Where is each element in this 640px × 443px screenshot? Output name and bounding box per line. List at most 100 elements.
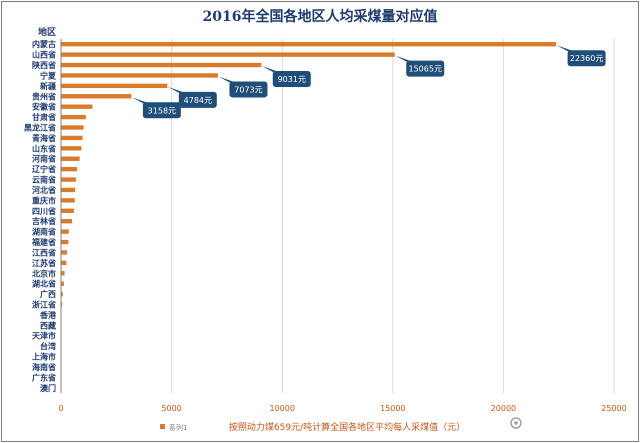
category-label-27: 西藏 bbox=[40, 320, 56, 330]
category-label-19: 福建省 bbox=[31, 237, 56, 247]
category-label-6: 安徽省 bbox=[32, 102, 56, 112]
category-label-1: 山西省 bbox=[32, 50, 56, 60]
legend-swatch bbox=[160, 424, 165, 429]
bar-8 bbox=[61, 125, 84, 130]
category-label-32: 广东省 bbox=[32, 372, 56, 382]
bar-22 bbox=[61, 271, 65, 276]
category-label-30: 上海市 bbox=[32, 352, 56, 362]
bar-21 bbox=[61, 260, 67, 266]
category-label-16: 四川省 bbox=[32, 206, 56, 216]
callout-2: 9031元 bbox=[261, 66, 311, 88]
category-label-25: 浙江省 bbox=[32, 300, 56, 310]
bar-24 bbox=[61, 291, 63, 297]
bar-9 bbox=[61, 135, 83, 141]
category-label-29: 台湾 bbox=[40, 341, 56, 351]
watermark-text: 悟空问答 bbox=[529, 415, 590, 433]
category-labels: 内蒙古山西省陕西省宁夏新疆贵州省安徽省甘肃省黑龙江省青海省山东省河南省辽宁省云南… bbox=[24, 39, 57, 393]
category-label-31: 海南省 bbox=[32, 362, 56, 372]
bar-2 bbox=[61, 62, 262, 68]
bar-1 bbox=[61, 52, 395, 57]
category-label-33: 澳门 bbox=[40, 383, 56, 393]
callout-box-5 bbox=[142, 102, 181, 119]
legend-label: 系列1 bbox=[169, 423, 187, 432]
bar-10 bbox=[61, 146, 82, 151]
category-label-21: 江苏省 bbox=[32, 258, 56, 268]
bar-5 bbox=[61, 94, 132, 99]
callout-4: 4784元 bbox=[167, 86, 217, 108]
category-label-28: 天津市 bbox=[32, 331, 56, 341]
category-label-24: 广西 bbox=[40, 289, 56, 299]
category-label-20: 江西省 bbox=[32, 247, 56, 257]
bar-7 bbox=[61, 114, 86, 120]
callout-0: 22360元 bbox=[556, 45, 606, 67]
category-label-12: 辽宁省 bbox=[32, 164, 56, 174]
callout-1: 15065元 bbox=[395, 55, 445, 77]
bar-14 bbox=[61, 187, 76, 193]
bar-23 bbox=[61, 281, 64, 286]
bars bbox=[61, 42, 557, 307]
category-label-17: 吉林省 bbox=[32, 216, 56, 226]
bar-13 bbox=[61, 177, 76, 182]
x-tick-1: 5000 bbox=[161, 404, 181, 413]
category-label-22: 北京市 bbox=[32, 268, 56, 278]
category-label-15: 重庆市 bbox=[32, 195, 56, 205]
bar-17 bbox=[61, 219, 73, 224]
category-label-23: 湖北省 bbox=[32, 279, 56, 289]
bar-3 bbox=[61, 73, 218, 78]
bar-6 bbox=[61, 104, 93, 109]
chart-title: 2016年全国各地区人均采煤量对应值 bbox=[203, 8, 438, 25]
x-tick-5: 25000 bbox=[601, 404, 626, 413]
callout-box-1 bbox=[406, 60, 445, 77]
category-label-5: 贵州省 bbox=[32, 91, 56, 101]
wukong-logo-icon bbox=[507, 414, 525, 432]
category-label-11: 河南省 bbox=[32, 154, 56, 164]
category-label-18: 湖南省 bbox=[32, 227, 56, 237]
callout-box-3 bbox=[229, 81, 268, 98]
category-label-2: 陕西省 bbox=[32, 60, 56, 70]
bar-20 bbox=[61, 250, 68, 255]
callout-box-2 bbox=[272, 71, 311, 88]
bar-19 bbox=[61, 239, 69, 245]
category-label-0: 内蒙古 bbox=[32, 39, 56, 49]
bar-11 bbox=[61, 156, 80, 161]
callout-label-2: 9031元 bbox=[278, 75, 306, 84]
category-label-9: 青海省 bbox=[32, 133, 56, 143]
callout-3: 7073元 bbox=[218, 76, 268, 98]
callout-label-0: 22360元 bbox=[570, 54, 603, 63]
category-label-14: 河北省 bbox=[32, 185, 56, 195]
bar-0 bbox=[61, 42, 557, 47]
bar-15 bbox=[61, 198, 75, 203]
bar-18 bbox=[61, 229, 69, 234]
category-label-8: 黑龙江省 bbox=[24, 123, 56, 133]
callout-box-4 bbox=[178, 91, 217, 108]
category-label-7: 甘肃省 bbox=[32, 112, 56, 122]
category-header: 地区 bbox=[38, 26, 56, 38]
category-label-4: 新疆 bbox=[40, 81, 56, 91]
callout-box-0 bbox=[567, 50, 606, 67]
grid-lines bbox=[171, 39, 615, 393]
category-label-13: 云南省 bbox=[32, 175, 56, 185]
x-tick-3: 15000 bbox=[380, 404, 405, 413]
x-tick-2: 10000 bbox=[269, 404, 294, 413]
x-axis-label: 按照动力煤659元/吨计算全国各地区平均每人采煤值（元） bbox=[229, 421, 465, 433]
bar-12 bbox=[61, 166, 77, 172]
category-label-10: 山东省 bbox=[32, 143, 56, 153]
category-label-26: 香港 bbox=[39, 310, 57, 320]
callout-5: 3158元 bbox=[131, 97, 181, 119]
callout-label-1: 15065元 bbox=[409, 65, 442, 74]
callout-label-4: 4784元 bbox=[184, 96, 212, 105]
x-tick-4: 20000 bbox=[491, 404, 516, 413]
x-tick-labels: 0 5000 10000 15000 20000 25000 bbox=[58, 404, 626, 413]
legend: 系列1 bbox=[160, 423, 187, 432]
watermark: 悟空问答 bbox=[507, 414, 590, 433]
bar-16 bbox=[61, 208, 74, 213]
data-callouts: 22360元 15065元 9031元 7073元 4784元 3158元 bbox=[131, 45, 606, 119]
x-tick-0: 0 bbox=[58, 404, 63, 413]
category-label-3: 宁夏 bbox=[40, 70, 57, 80]
bar-4 bbox=[61, 83, 168, 89]
callout-label-3: 7073元 bbox=[234, 85, 262, 94]
bar-25 bbox=[61, 302, 63, 307]
callout-label-5: 3158元 bbox=[148, 106, 176, 115]
